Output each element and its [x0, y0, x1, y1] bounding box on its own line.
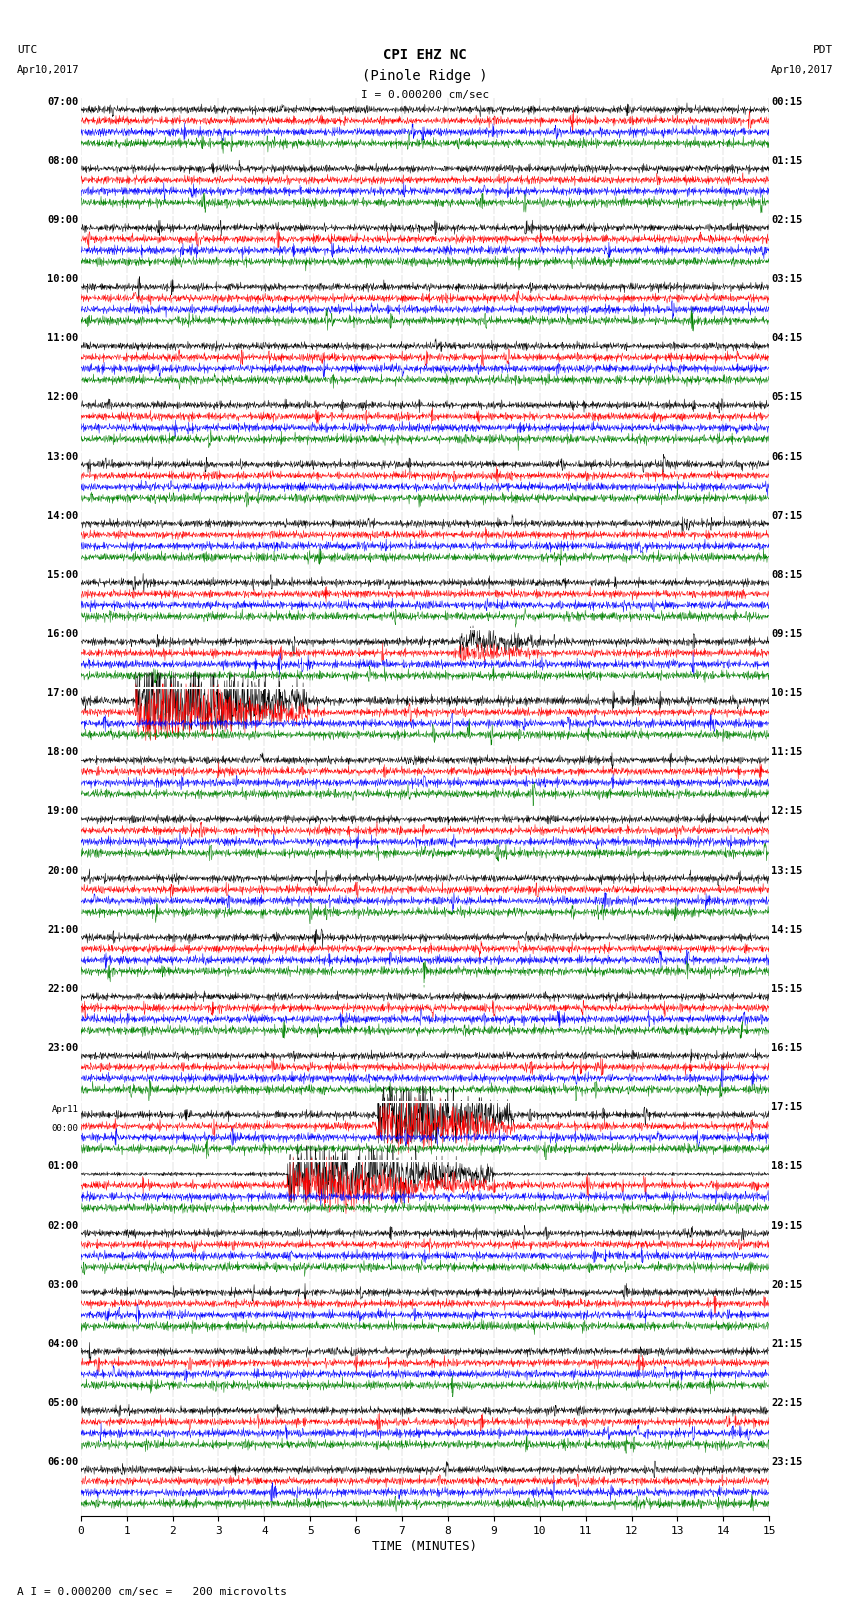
Text: 11:00: 11:00 — [48, 334, 79, 344]
Text: 06:00: 06:00 — [48, 1457, 79, 1468]
Text: Apr10,2017: Apr10,2017 — [17, 65, 80, 74]
Text: 10:00: 10:00 — [48, 274, 79, 284]
Text: (Pinole Ridge ): (Pinole Ridge ) — [362, 69, 488, 84]
Text: 01:00: 01:00 — [48, 1161, 79, 1171]
Text: Apr11: Apr11 — [52, 1105, 79, 1115]
Text: 00:00: 00:00 — [52, 1124, 79, 1132]
Text: 08:15: 08:15 — [771, 569, 802, 581]
Text: 11:15: 11:15 — [771, 747, 802, 758]
Text: 13:00: 13:00 — [48, 452, 79, 461]
Text: 09:15: 09:15 — [771, 629, 802, 639]
Text: Apr10,2017: Apr10,2017 — [770, 65, 833, 74]
Text: 14:00: 14:00 — [48, 511, 79, 521]
Text: 22:00: 22:00 — [48, 984, 79, 994]
Text: I = 0.000200 cm/sec: I = 0.000200 cm/sec — [361, 90, 489, 100]
Text: 23:15: 23:15 — [771, 1457, 802, 1468]
Text: 03:15: 03:15 — [771, 274, 802, 284]
Text: 09:00: 09:00 — [48, 215, 79, 226]
X-axis label: TIME (MINUTES): TIME (MINUTES) — [372, 1540, 478, 1553]
Text: 06:15: 06:15 — [771, 452, 802, 461]
Text: UTC: UTC — [17, 45, 37, 55]
Text: 05:15: 05:15 — [771, 392, 802, 403]
Text: 12:15: 12:15 — [771, 806, 802, 816]
Text: 21:15: 21:15 — [771, 1339, 802, 1348]
Text: 02:00: 02:00 — [48, 1221, 79, 1231]
Text: 13:15: 13:15 — [771, 866, 802, 876]
Text: 12:00: 12:00 — [48, 392, 79, 403]
Text: PDT: PDT — [813, 45, 833, 55]
Text: 15:15: 15:15 — [771, 984, 802, 994]
Text: 03:00: 03:00 — [48, 1279, 79, 1290]
Text: 19:00: 19:00 — [48, 806, 79, 816]
Text: 17:00: 17:00 — [48, 689, 79, 698]
Text: 08:00: 08:00 — [48, 156, 79, 166]
Text: 23:00: 23:00 — [48, 1044, 79, 1053]
Text: 04:00: 04:00 — [48, 1339, 79, 1348]
Text: CPI EHZ NC: CPI EHZ NC — [383, 48, 467, 63]
Text: 00:15: 00:15 — [771, 97, 802, 106]
Text: 20:00: 20:00 — [48, 866, 79, 876]
Text: 18:15: 18:15 — [771, 1161, 802, 1171]
Text: 17:15: 17:15 — [771, 1102, 802, 1113]
Text: 07:15: 07:15 — [771, 511, 802, 521]
Text: 18:00: 18:00 — [48, 747, 79, 758]
Text: 19:15: 19:15 — [771, 1221, 802, 1231]
Text: A I = 0.000200 cm/sec =   200 microvolts: A I = 0.000200 cm/sec = 200 microvolts — [17, 1587, 287, 1597]
Text: 22:15: 22:15 — [771, 1398, 802, 1408]
Text: 07:00: 07:00 — [48, 97, 79, 106]
Text: 20:15: 20:15 — [771, 1279, 802, 1290]
Text: 05:00: 05:00 — [48, 1398, 79, 1408]
Text: 10:15: 10:15 — [771, 689, 802, 698]
Text: 16:00: 16:00 — [48, 629, 79, 639]
Text: 16:15: 16:15 — [771, 1044, 802, 1053]
Text: 01:15: 01:15 — [771, 156, 802, 166]
Text: 21:00: 21:00 — [48, 924, 79, 936]
Text: 15:00: 15:00 — [48, 569, 79, 581]
Text: 14:15: 14:15 — [771, 924, 802, 936]
Text: 02:15: 02:15 — [771, 215, 802, 226]
Text: 04:15: 04:15 — [771, 334, 802, 344]
